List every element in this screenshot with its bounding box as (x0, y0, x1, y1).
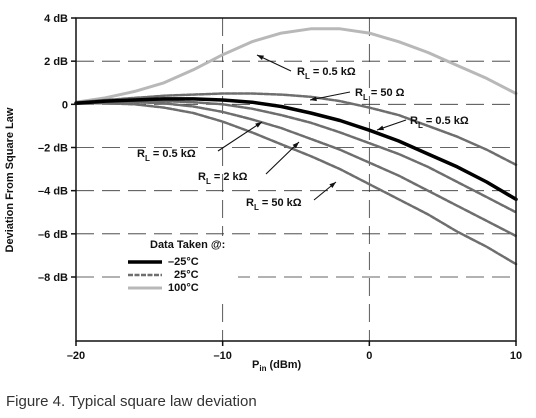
y-tick-label: –4 dB (38, 186, 68, 198)
legend-label-minus25: –25°C (168, 256, 199, 268)
y-tick-label: 2 dB (44, 56, 68, 68)
annotation-label: RL = 0.5 kΩ (410, 115, 469, 130)
legend-label-100: 100°C (168, 282, 199, 294)
annotation-leader (265, 141, 300, 175)
legend-label-25: 25°C (174, 269, 199, 281)
series-line (74, 92, 518, 167)
y-tick-label: 0 (62, 99, 68, 111)
series-line (74, 97, 518, 202)
annotation-arrowhead (310, 96, 317, 102)
annotation-label: RL = 50 Ω (355, 87, 405, 102)
square-law-chart: 4 dB2 dB0–2 dB–4 dB–6 dB–8 dB –20 –10 0 10 … (4, 13, 522, 373)
x-axis-label-unit: (dBm) (269, 359, 301, 371)
y-tick-label: –6 dB (38, 229, 68, 241)
annotation-leader (309, 91, 351, 101)
annotation-arrowhead (292, 142, 299, 149)
y-axis: 4 dB 2 dB 0 –2 dB –4 dB –6 dB –8 dB (38, 13, 76, 284)
legend: Data Taken @: –25°C 25°C 100°C (120, 236, 238, 296)
annotation-leader (217, 121, 263, 152)
y-axis-label: Deviation From Square Law (4, 107, 16, 252)
y-tick-label: –8 dB (38, 272, 68, 284)
annotation-label: RL = 50 kΩ (246, 197, 302, 212)
x-axis-label-main: P (252, 359, 259, 371)
plot-frame (75, 17, 517, 342)
legend-box (120, 236, 238, 296)
x-tick-label: –20 (67, 350, 85, 362)
annotation-label: RL = 0.5 kΩ (297, 66, 356, 81)
legend-title: Data Taken @: (150, 239, 225, 251)
x-axis: –20 –10 0 10 (67, 341, 522, 362)
x-tick-label: 10 (510, 350, 522, 362)
series-line (74, 102, 518, 266)
chart-series (74, 27, 518, 266)
annotation-label: RL = 0.5 kΩ (137, 148, 196, 163)
annotation-arrowhead (257, 55, 264, 60)
x-tick-label: 0 (366, 350, 372, 362)
annotation-arrowhead (255, 122, 262, 128)
curve-annotations: RL = 0.5 kΩ RL = 50 Ω RL = 0.5 kΩ RL = 0.5 … (137, 54, 469, 212)
y-tick-label: 4 dB (44, 13, 68, 25)
x-tick-label: –10 (213, 350, 231, 362)
y-tick-label: –2 dB (38, 143, 68, 155)
annotation-arrowhead (377, 125, 384, 131)
series-line (74, 27, 518, 104)
x-axis-label-sub: in (259, 364, 266, 373)
x-axis-label: Pin (dBm) (252, 359, 302, 373)
annotation-arrowhead (329, 182, 336, 188)
figure-caption: Figure 4. Typical square law deviation (6, 393, 257, 410)
series-line (74, 100, 518, 238)
annotation-label: RL = 2 kΩ (198, 171, 248, 186)
